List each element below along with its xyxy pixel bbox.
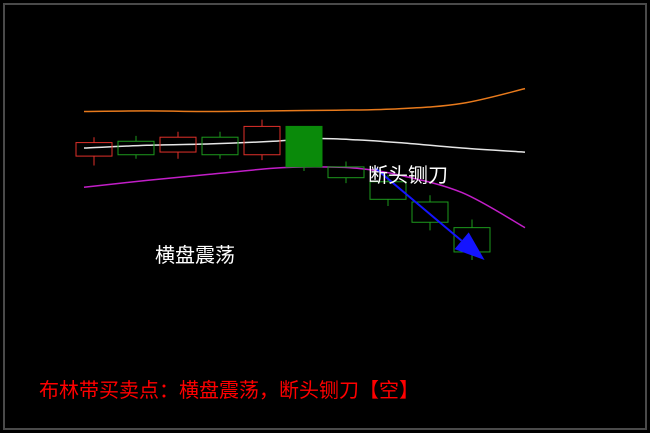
chart-caption: 布林带买卖点：横盘震荡，断头铡刀【空】 <box>39 378 419 402</box>
arrow-shaft <box>374 167 463 242</box>
candle-body <box>201 136 239 156</box>
candle-body <box>411 201 449 223</box>
candle-body <box>75 142 113 157</box>
annotation-guillotine: 断头铡刀 <box>368 163 448 187</box>
candle-body <box>159 136 197 153</box>
candle-body <box>327 166 365 179</box>
arrow-head <box>454 232 485 261</box>
down-arrow <box>374 167 485 261</box>
candle-body <box>243 125 281 156</box>
upper-band-line <box>83 87 526 113</box>
candle-body <box>369 181 407 200</box>
candlesticks <box>75 119 491 261</box>
candle-body <box>117 140 155 156</box>
big-bear-candle <box>285 125 323 168</box>
lower-band-line <box>83 166 526 229</box>
annotation-consolidation: 横盘震荡 <box>155 243 235 267</box>
chart-border <box>3 3 647 430</box>
